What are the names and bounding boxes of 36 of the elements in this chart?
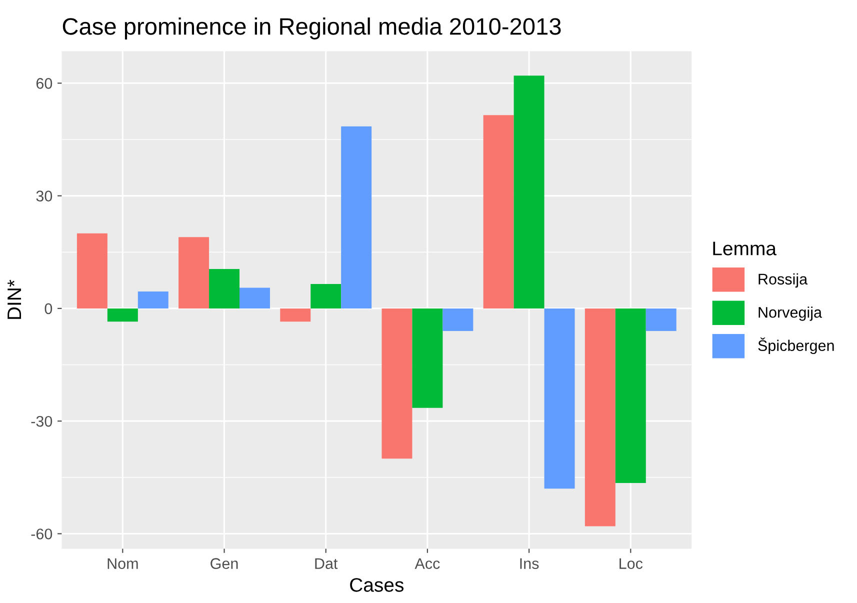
bar [382, 308, 412, 459]
y-tick-label: 0 [44, 303, 52, 314]
y-axis-title: DIN* [8, 280, 22, 319]
bar [483, 115, 514, 308]
bar [239, 288, 270, 308]
x-axis-title: Cases [350, 578, 404, 592]
y-tick-label: 30 [36, 190, 52, 202]
legend-label: Norvegija [758, 306, 822, 321]
y-tick-label: 60 [36, 78, 52, 89]
y-tick-label: -60 [31, 528, 52, 540]
bar [209, 269, 240, 308]
bar [138, 292, 168, 308]
x-tick-label: Nom [108, 558, 138, 569]
legend-title: Lemma [713, 242, 776, 256]
x-tick-label: Acc [414, 558, 440, 569]
bar [544, 308, 575, 489]
y-tick-label: -30 [31, 416, 52, 427]
bar [646, 308, 676, 331]
chart-title: Case prominence in Regional media 2010-2013 [62, 17, 561, 40]
bar [341, 126, 372, 308]
x-tick-label: Dat [315, 558, 338, 569]
x-tick-label: Loc [620, 558, 643, 569]
legend-label: Špicbergen [758, 338, 834, 354]
legend-label: Rossija [758, 273, 808, 288]
bar [442, 308, 474, 331]
bar [310, 284, 342, 308]
bar [107, 308, 138, 322]
bar [615, 308, 646, 484]
x-tick-label: Gen [210, 558, 238, 569]
bar [178, 237, 210, 308]
bar [280, 308, 311, 322]
bar [412, 308, 443, 408]
bar [76, 233, 108, 308]
bar [514, 76, 544, 308]
x-tick-label: Ins [520, 558, 539, 569]
bar [584, 308, 616, 526]
